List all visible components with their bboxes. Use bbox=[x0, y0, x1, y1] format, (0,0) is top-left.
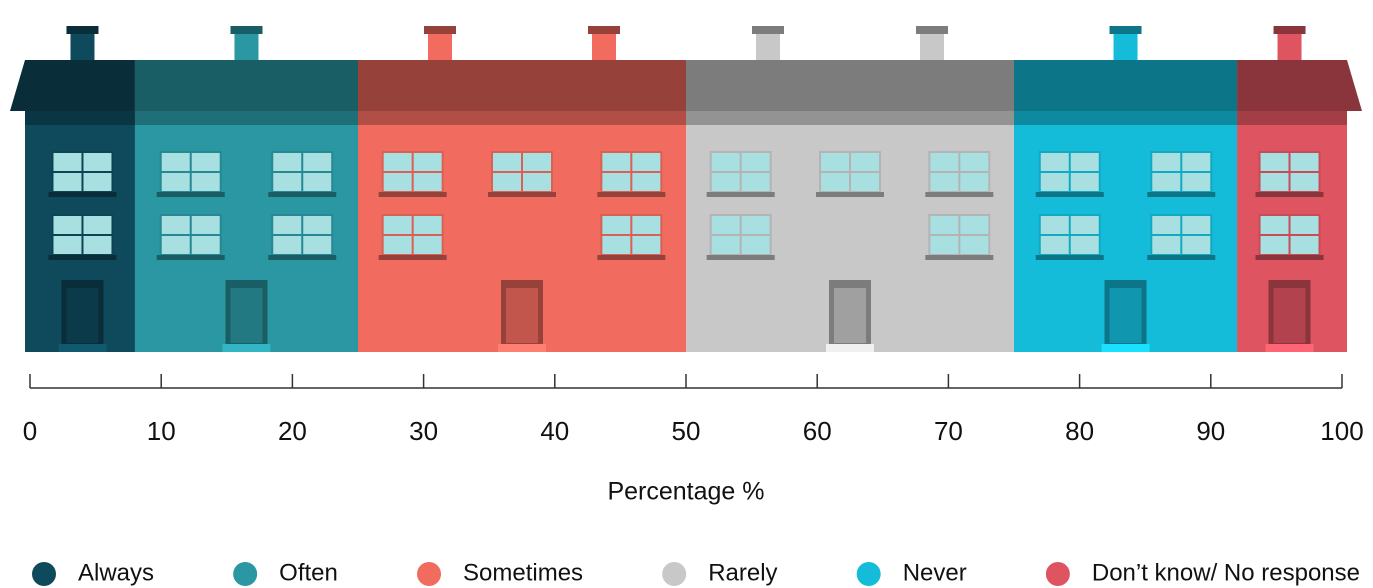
chimney bbox=[1113, 34, 1138, 60]
legend-label: Sometimes bbox=[463, 559, 583, 586]
x-tick-label: 100 bbox=[1320, 416, 1363, 446]
window-sill bbox=[1035, 192, 1104, 197]
legend-swatch bbox=[1045, 562, 1070, 586]
window-sill bbox=[1255, 255, 1324, 260]
chimney-cap bbox=[424, 26, 456, 34]
door-step bbox=[498, 344, 546, 352]
x-tick-label: 30 bbox=[409, 416, 438, 446]
chimney-cap bbox=[752, 26, 784, 34]
legend-swatch bbox=[662, 562, 687, 586]
door bbox=[1109, 288, 1142, 343]
door bbox=[230, 288, 263, 343]
legend-label: Often bbox=[279, 559, 338, 586]
roof-eave bbox=[134, 111, 358, 125]
door-step bbox=[826, 344, 874, 352]
roof bbox=[1014, 60, 1238, 111]
window-sill bbox=[597, 255, 666, 260]
x-tick-label: 90 bbox=[1196, 416, 1225, 446]
roof bbox=[686, 60, 1014, 111]
x-tick-label: 10 bbox=[147, 416, 176, 446]
window-sill bbox=[378, 255, 447, 260]
roof-eave bbox=[25, 111, 135, 125]
window-sill bbox=[925, 192, 994, 197]
x-tick-label: 50 bbox=[672, 416, 701, 446]
door bbox=[66, 288, 99, 343]
x-tick-label: 40 bbox=[540, 416, 569, 446]
chimney bbox=[756, 34, 780, 60]
door-step bbox=[222, 344, 271, 352]
window-sill bbox=[156, 255, 225, 260]
chimney bbox=[592, 34, 616, 60]
chimney-cap bbox=[230, 26, 263, 34]
window-sill bbox=[816, 192, 884, 197]
chimney-cap bbox=[588, 26, 620, 34]
chimney bbox=[234, 34, 259, 60]
x-tick-label: 70 bbox=[934, 416, 963, 446]
chimney bbox=[1277, 34, 1302, 60]
roof-eave bbox=[1014, 111, 1238, 125]
window-sill bbox=[156, 192, 225, 197]
chimney bbox=[70, 34, 95, 60]
x-tick-label: 60 bbox=[803, 416, 832, 446]
chimney-cap bbox=[916, 26, 948, 34]
legend-label: Don’t know/ No response bbox=[1092, 559, 1360, 586]
legend-label: Always bbox=[78, 559, 154, 586]
window-sill bbox=[1147, 255, 1216, 260]
chimney-cap bbox=[1109, 26, 1142, 34]
window-sill bbox=[48, 192, 117, 197]
legend-label: Never bbox=[903, 559, 967, 586]
roof-eave bbox=[1237, 111, 1347, 125]
window-sill bbox=[706, 192, 775, 197]
door bbox=[1273, 288, 1306, 343]
window-sill bbox=[378, 192, 447, 197]
door bbox=[506, 288, 538, 343]
roof bbox=[1237, 60, 1362, 111]
roof-eave bbox=[358, 111, 686, 125]
window-sill bbox=[597, 192, 666, 197]
chimney bbox=[920, 34, 944, 60]
window-sill bbox=[1035, 255, 1104, 260]
roof bbox=[358, 60, 686, 111]
window-sill bbox=[925, 255, 994, 260]
door bbox=[834, 288, 866, 343]
door-step bbox=[1265, 344, 1314, 352]
window-sill bbox=[706, 255, 775, 260]
door-step bbox=[58, 344, 107, 352]
roof bbox=[10, 60, 135, 111]
legend-swatch bbox=[417, 562, 442, 586]
window-sill bbox=[1147, 192, 1216, 197]
legend-label: Rarely bbox=[708, 559, 777, 586]
chimney-cap bbox=[66, 26, 99, 34]
window-sill bbox=[488, 192, 556, 197]
x-tick-label: 20 bbox=[278, 416, 307, 446]
roof-eave bbox=[686, 111, 1014, 125]
window-sill bbox=[268, 192, 337, 197]
legend-swatch bbox=[32, 562, 56, 586]
x-tick-label: 0 bbox=[23, 416, 37, 446]
legend-swatch bbox=[233, 562, 258, 586]
x-tick-label: 80 bbox=[1065, 416, 1094, 446]
window-sill bbox=[268, 255, 337, 260]
x-axis-title: Percentage % bbox=[607, 478, 764, 506]
legend-swatch bbox=[856, 562, 881, 586]
chimney-cap bbox=[1273, 26, 1306, 34]
window-sill bbox=[1255, 192, 1324, 197]
door-step bbox=[1101, 344, 1150, 352]
window-sill bbox=[48, 255, 117, 260]
chimney bbox=[428, 34, 452, 60]
roof bbox=[134, 60, 358, 111]
